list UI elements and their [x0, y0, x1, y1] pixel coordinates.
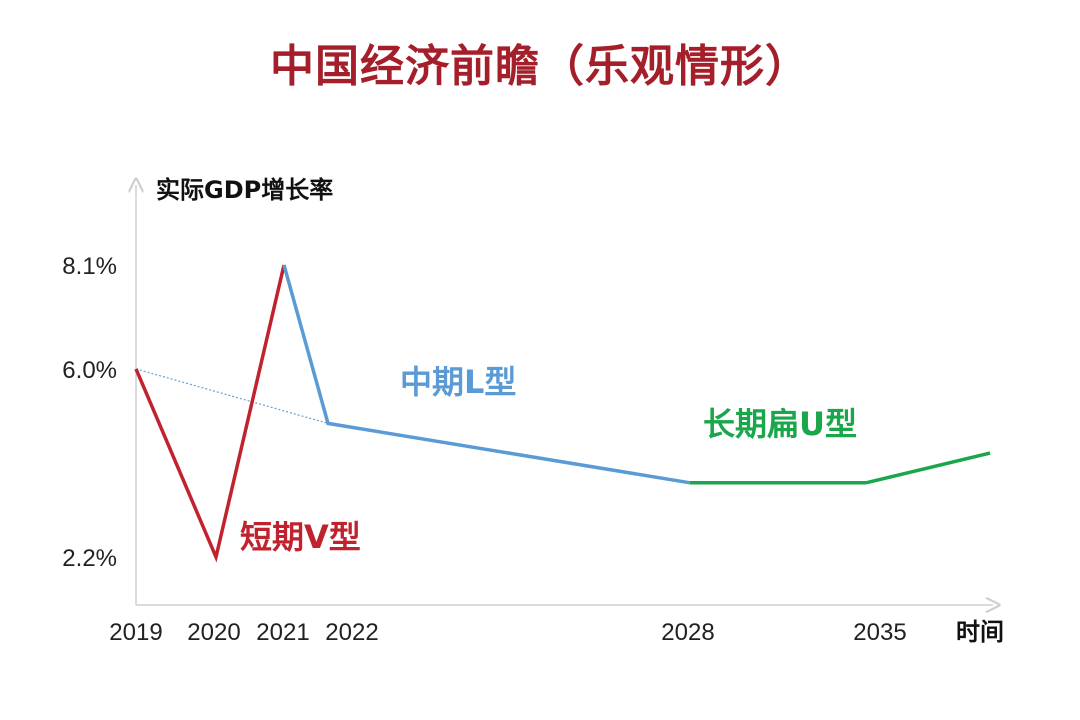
x-tick-label: 2028 — [661, 619, 714, 646]
series-layer — [134, 264, 991, 563]
x-tick-label: 2019 — [109, 619, 162, 646]
y-axis-label: 实际GDP增长率 — [156, 176, 333, 204]
trend-dotted-line — [135, 368, 329, 424]
series-line-2 — [690, 451, 991, 485]
x-tick-label: 2021 — [256, 619, 309, 646]
x-tick-labels: 2019 2020 2021 2022 2028 2035 — [109, 619, 906, 646]
y-tick-label: 8.1% — [62, 253, 117, 280]
y-tick-label: 2.2% — [62, 545, 117, 572]
series-label-mid-term-l: 中期L型 — [400, 363, 516, 401]
x-tick-label: 2022 — [325, 619, 378, 646]
series-line-0 — [134, 264, 286, 563]
x-tick-label: 2020 — [187, 619, 240, 646]
series-line-1 — [282, 264, 691, 485]
series-label-long-term-flat-u: 长期扁U型 — [703, 405, 857, 443]
series-label-short-term-v: 短期V型 — [240, 518, 361, 556]
trend-dotted-layer — [135, 368, 329, 424]
x-tick-label: 2035 — [853, 619, 906, 646]
x-axis-label: 时间 — [956, 618, 1004, 646]
y-tick-label: 6.0% — [62, 357, 117, 384]
y-tick-labels: 8.1% 6.0% 2.2% — [62, 253, 117, 572]
chart-title: 中国经济前瞻（乐观情形） — [270, 41, 810, 92]
